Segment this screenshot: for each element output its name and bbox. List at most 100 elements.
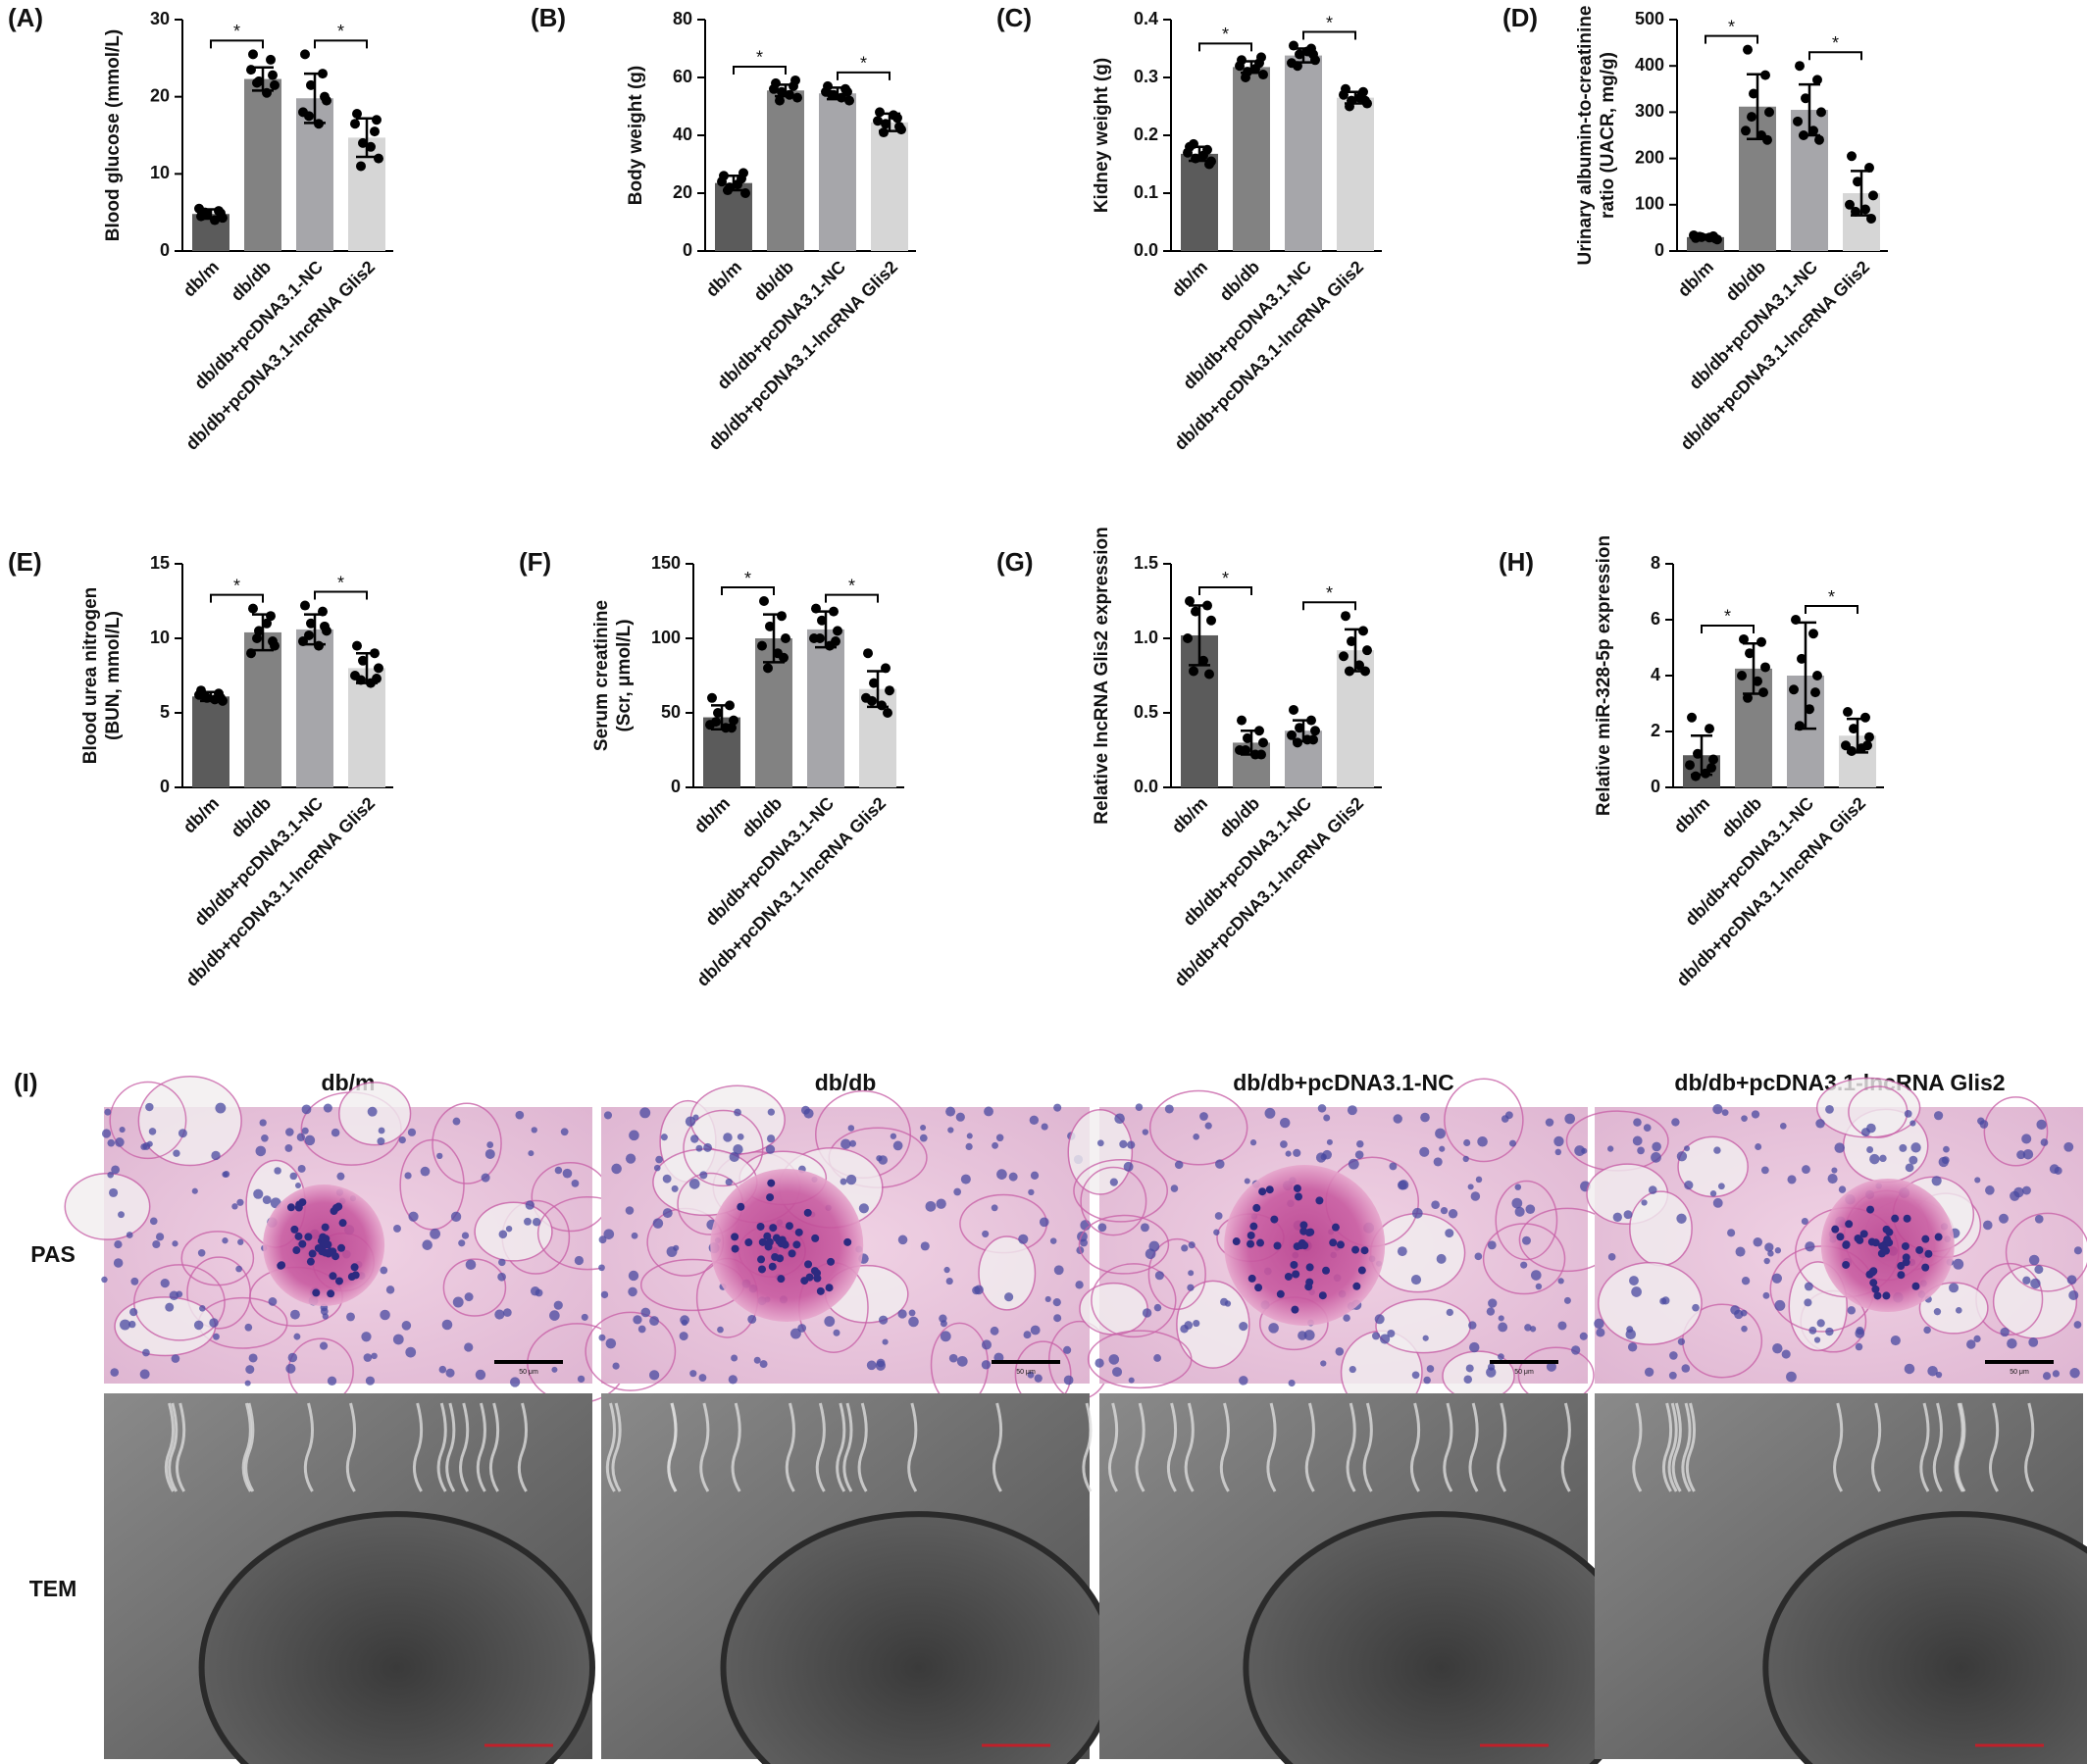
glomerular-nucleus bbox=[1882, 1225, 1891, 1234]
glomerular-nucleus bbox=[1897, 1262, 1906, 1271]
data-point bbox=[723, 185, 733, 196]
panel-label: (F) bbox=[519, 547, 551, 577]
nucleus bbox=[1648, 1185, 1657, 1194]
nucleus bbox=[551, 1366, 558, 1373]
panel-label: (D) bbox=[1502, 3, 1538, 32]
nucleus bbox=[231, 1203, 238, 1210]
data-point bbox=[1753, 676, 1762, 686]
nucleus bbox=[660, 1134, 668, 1141]
nucleus bbox=[1982, 1220, 1993, 1231]
data-point bbox=[763, 663, 773, 674]
data-point bbox=[1747, 112, 1756, 123]
nucleus bbox=[484, 1148, 495, 1159]
glomerular-nucleus bbox=[1249, 1222, 1258, 1231]
nucleus bbox=[1808, 1326, 1817, 1335]
nucleus bbox=[2021, 1134, 2032, 1144]
tubule bbox=[585, 1311, 677, 1391]
data-point bbox=[268, 636, 278, 647]
glomerular-nucleus bbox=[1265, 1185, 1274, 1194]
glomerular-nucleus bbox=[314, 1243, 323, 1252]
scale-bar-label: 50 μm bbox=[519, 1369, 538, 1376]
data-point bbox=[1189, 666, 1198, 677]
nucleus bbox=[430, 1228, 441, 1239]
nucleus bbox=[2034, 1265, 2044, 1275]
data-point bbox=[1191, 606, 1200, 617]
y-axis-label: Urinary albumin-to-creatinine bbox=[1575, 6, 1596, 266]
data-point bbox=[314, 640, 324, 651]
glomerular-nucleus bbox=[1258, 1187, 1267, 1196]
data-point bbox=[875, 107, 885, 118]
nucleus bbox=[172, 1240, 178, 1247]
nucleus bbox=[1890, 1335, 1901, 1346]
nucleus bbox=[692, 1114, 699, 1121]
data-point bbox=[356, 675, 366, 685]
bar bbox=[244, 78, 281, 251]
nucleus bbox=[1514, 1206, 1525, 1217]
data-point bbox=[1812, 75, 1822, 85]
data-point bbox=[707, 692, 717, 703]
data-point bbox=[817, 615, 827, 626]
glomerular-nucleus bbox=[1854, 1234, 1862, 1242]
data-point bbox=[1308, 734, 1318, 745]
nucleus bbox=[497, 1272, 506, 1282]
data-point bbox=[881, 663, 891, 674]
glomerular-nucleus bbox=[1915, 1245, 1924, 1254]
data-point bbox=[1864, 731, 1874, 742]
data-point bbox=[790, 75, 800, 85]
nucleus bbox=[197, 1249, 206, 1257]
data-point bbox=[246, 65, 256, 76]
data-point bbox=[1764, 107, 1774, 118]
nucleus bbox=[1153, 1303, 1162, 1312]
tubule bbox=[1087, 1330, 1193, 1389]
nucleus bbox=[2034, 1214, 2044, 1224]
tubule bbox=[1677, 1135, 1749, 1198]
chart: (D) Urinary albumin-to-creatinine ratio (U… bbox=[1502, 3, 1888, 454]
nucleus bbox=[465, 1259, 477, 1271]
nucleus bbox=[287, 1352, 298, 1363]
nucleus bbox=[1356, 1139, 1364, 1148]
nucleus bbox=[1215, 1159, 1225, 1169]
significance-label: * bbox=[1222, 569, 1229, 588]
nucleus bbox=[725, 1178, 733, 1186]
nucleus bbox=[1545, 1118, 1554, 1127]
significance-bracket bbox=[314, 590, 368, 600]
data-point bbox=[370, 648, 380, 659]
nucleus bbox=[1713, 1146, 1721, 1154]
nucleus bbox=[1524, 1324, 1532, 1332]
data-point bbox=[200, 207, 210, 218]
nucleus bbox=[1119, 1139, 1128, 1148]
data-point bbox=[1739, 633, 1749, 644]
membrane-fold bbox=[445, 1402, 456, 1492]
nucleus bbox=[1433, 1157, 1443, 1167]
membrane-fold bbox=[1443, 1402, 1453, 1492]
nucleus bbox=[1193, 1134, 1199, 1140]
nucleus bbox=[486, 1141, 494, 1148]
data-point bbox=[1189, 138, 1198, 149]
nucleus bbox=[109, 1187, 119, 1197]
nucleus bbox=[1763, 1257, 1770, 1265]
nucleus bbox=[1044, 1295, 1051, 1303]
x-tick-label: db/db bbox=[1721, 257, 1769, 305]
nucleus bbox=[1905, 1163, 1914, 1173]
nucleus bbox=[115, 1137, 125, 1147]
nucleus bbox=[1029, 1115, 1040, 1125]
data-point bbox=[1789, 684, 1799, 695]
glomerular-nucleus bbox=[757, 1255, 766, 1264]
nucleus bbox=[699, 1171, 708, 1180]
glomerular-nucleus bbox=[1883, 1235, 1892, 1244]
glomerular-nucleus bbox=[1866, 1205, 1875, 1214]
nucleus bbox=[140, 1143, 148, 1150]
glomerular-nucleus bbox=[1247, 1274, 1256, 1283]
glomerular-nucleus bbox=[329, 1272, 337, 1281]
x-tick-label: db/m bbox=[1168, 257, 1212, 301]
nucleus bbox=[1193, 1319, 1200, 1328]
data-point bbox=[833, 626, 842, 636]
significance-bracket bbox=[1805, 605, 1858, 614]
nucleus bbox=[1371, 1332, 1381, 1340]
data-point bbox=[1339, 89, 1349, 100]
glomerular-nucleus bbox=[1891, 1214, 1900, 1223]
x-tick-label: db/db+pcDNA3.1-lncRNA Glis2 bbox=[692, 793, 890, 990]
data-point bbox=[1793, 116, 1803, 126]
glomerular-nucleus bbox=[1247, 1231, 1255, 1239]
